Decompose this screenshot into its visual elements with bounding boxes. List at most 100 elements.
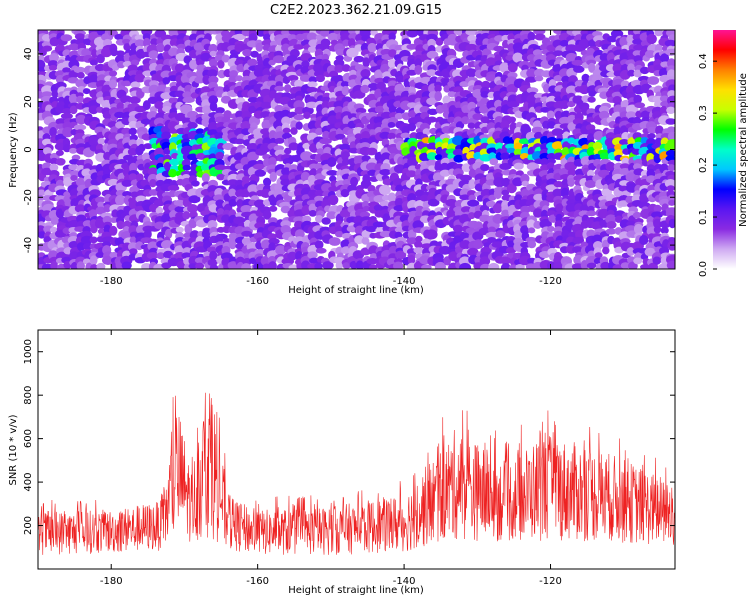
heatmap-cell [379, 169, 392, 176]
heatmap-cell [280, 225, 292, 234]
heatmap-cell [513, 229, 524, 240]
heatmap-cell [467, 122, 476, 129]
heatmap-cell [128, 127, 137, 136]
heatmap-cell [202, 105, 212, 115]
heatmap-cell [486, 147, 499, 155]
heatmap-cell [666, 260, 675, 269]
heatmap-cell [455, 246, 463, 254]
heatmap-cell [453, 154, 465, 163]
heatmap-cell [465, 30, 478, 36]
heatmap-cell [290, 120, 298, 131]
heatmap-cell [434, 91, 443, 102]
heatmap-cell [496, 80, 504, 87]
heatmap-cell [215, 151, 225, 160]
heatmap-cell [256, 30, 266, 37]
heatmap-cell [434, 261, 446, 269]
heatmap-cell [565, 52, 578, 63]
heatmap-cell [359, 211, 371, 218]
heatmap-cell [400, 100, 412, 111]
heatmap-cell [546, 110, 555, 120]
heatmap-cell [191, 180, 200, 187]
heatmap-cell [294, 106, 305, 115]
heatmap-cell [308, 39, 320, 47]
heatmap-cell [101, 47, 112, 58]
heatmap-cell [412, 220, 424, 230]
heatmap-cell [613, 126, 622, 137]
heatmap-cell [387, 59, 397, 69]
heatmap-cell [640, 264, 651, 269]
heatmap-cell [228, 240, 237, 250]
heatmap-cell [280, 205, 291, 214]
heatmap-cell [135, 145, 144, 156]
heatmap-cell [154, 101, 165, 110]
heatmap-cell [169, 128, 179, 135]
colorbar-label: Normalized spectral amplitude [738, 73, 749, 227]
heatmap-cell [149, 179, 157, 188]
heatmap-cell [495, 230, 506, 239]
heatmap-cell [508, 116, 516, 123]
heatmap-cell [624, 225, 638, 233]
heatmap-cell [307, 46, 317, 53]
heatmap-cell [599, 110, 610, 120]
heatmap-cell [439, 169, 451, 177]
x-tick-label: -160 [246, 576, 269, 587]
heatmap-cell [242, 49, 253, 57]
heatmap-cell [520, 205, 531, 214]
heatmap-cell [531, 126, 544, 134]
heatmap-cell [567, 168, 577, 177]
heatmap-cell [479, 256, 491, 266]
heatmap-cell [328, 237, 341, 246]
heatmap-cell [468, 212, 476, 220]
heatmap-cell [499, 163, 512, 170]
heatmap-cell [43, 147, 52, 155]
heatmap-cell [547, 225, 555, 232]
heatmap-cell [593, 141, 603, 151]
heatmap-cell [280, 178, 291, 186]
figure-title: C2E2.2023.362.21.09.G15 [270, 3, 442, 18]
heatmap-cell [294, 79, 304, 89]
heatmap-cell [571, 59, 585, 66]
heatmap-cell [175, 226, 184, 233]
heatmap-cell [467, 247, 479, 257]
colorbar-ticks: 0.0 0.1 0.2 0.3 0.4 [698, 53, 717, 277]
heatmap-cell [62, 108, 73, 115]
heatmap-cell [215, 107, 225, 114]
y-tick-label: 200 [23, 516, 34, 535]
heatmap-cell [121, 261, 132, 269]
heatmap-cell [651, 211, 663, 219]
heatmap-cell [110, 48, 118, 57]
heatmap-cell [89, 255, 98, 266]
heatmap-cell [55, 150, 64, 156]
heatmap-cell [353, 55, 365, 63]
heatmap-cell [354, 64, 365, 71]
heatmap-cell [414, 211, 424, 218]
heatmap-cell [506, 147, 516, 154]
heatmap-cell [50, 217, 60, 225]
x-tick-label: -180 [100, 576, 123, 587]
heatmap-cell [75, 177, 86, 187]
heatmap-cell [161, 131, 172, 140]
heatmap-cell [247, 58, 258, 67]
heatmap-cell [422, 128, 431, 136]
heatmap-cell [500, 263, 511, 269]
heatmap-cell [668, 218, 675, 229]
heatmap-cell [587, 96, 596, 103]
heatmap-cell [55, 158, 66, 166]
heatmap-cell [369, 264, 378, 269]
heatmap-cell [142, 100, 151, 111]
heatmap-cell [526, 87, 539, 94]
heatmap-cell [283, 84, 292, 93]
heatmap-cell [306, 32, 318, 41]
heatmap-cell [233, 216, 246, 225]
heatmap-cell [128, 120, 138, 129]
heatmap-cell [268, 261, 277, 269]
heatmap-cell [76, 242, 86, 251]
heatmap-cell [147, 96, 159, 105]
heatmap-cell [627, 63, 635, 73]
heatmap-cell [115, 50, 125, 57]
heatmap-cell [584, 180, 597, 188]
heatmap-cell [109, 225, 118, 236]
x-tick-label: -140 [393, 276, 416, 287]
heatmap-cell [49, 226, 58, 233]
heatmap-cell [90, 264, 98, 269]
